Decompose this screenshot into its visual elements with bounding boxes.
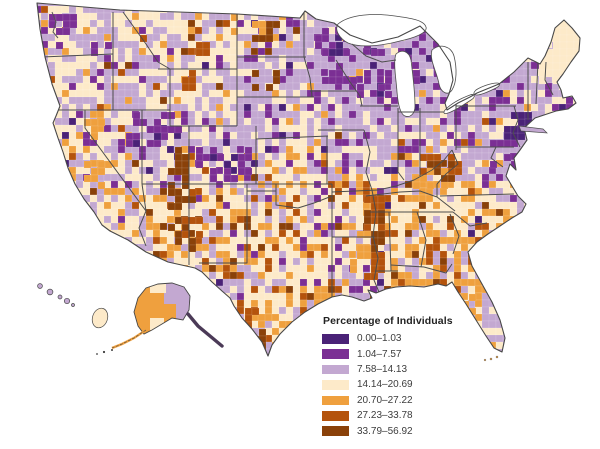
long-island — [518, 125, 548, 134]
legend-swatch — [322, 349, 349, 359]
lake-erie — [443, 94, 475, 115]
alaska-peninsula — [111, 329, 147, 350]
lake-huron — [430, 45, 457, 94]
legend-rows: 0.00–1.03 1.04–7.57 7.58–14.13 14.14–20.69 2… — [322, 333, 453, 437]
lake-michigan — [394, 50, 416, 117]
legend-row: 27.23–33.78 — [322, 410, 453, 422]
legend-swatch — [322, 410, 349, 421]
legend-label: 7.58–14.13 — [357, 364, 408, 376]
legend-label: 1.04–7.57 — [357, 348, 402, 360]
legend-label: 0.00–1.03 — [357, 333, 402, 345]
legend-row: 20.70–27.22 — [322, 394, 453, 406]
alaska-panhandle — [186, 312, 224, 348]
alaska-inset — [96, 282, 224, 355]
aleutian-islands — [96, 349, 113, 355]
legend-swatch — [322, 364, 349, 375]
legend-label: 33.79–56.92 — [357, 425, 413, 437]
legend-title: Percentage of Individuals — [323, 315, 453, 327]
legend-swatch — [322, 334, 349, 344]
legend-label: 14.14–20.69 — [357, 379, 413, 391]
legend-row: 14.14–20.69 — [322, 379, 453, 391]
puget-sound — [51, 11, 59, 39]
legend-row: 33.79–56.92 — [322, 425, 453, 437]
florida-keys — [483, 355, 499, 362]
legend-row: 7.58–14.13 — [322, 364, 453, 376]
legend-swatch — [322, 426, 349, 436]
map-legend: Percentage of Individuals 0.00–1.03 1.04–… — [322, 315, 453, 442]
legend-row: 0.00–1.03 — [322, 333, 453, 345]
hawaii-inset — [37, 283, 109, 329]
legend-swatch — [322, 380, 349, 390]
legend-swatch — [322, 395, 349, 406]
legend-row: 1.04–7.57 — [322, 348, 453, 360]
legend-label: 27.23–33.78 — [357, 410, 413, 422]
legend-label: 20.70–27.22 — [357, 394, 413, 406]
state-borders — [41, 11, 554, 298]
us-outline — [36, 2, 581, 357]
